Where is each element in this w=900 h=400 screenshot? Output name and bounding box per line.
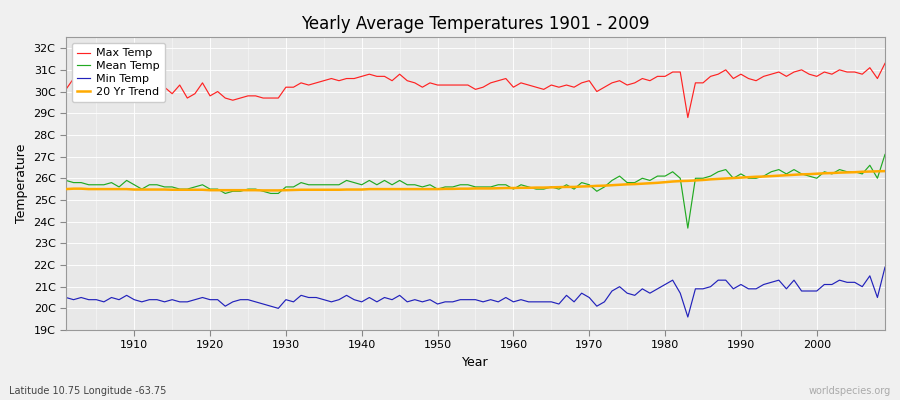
Mean Temp: [60, 178, 71, 183]
Mean Temp: [288, 184, 299, 189]
Text: worldspecies.org: worldspecies.org: [809, 386, 891, 396]
20 Yr Trend: [879, 169, 890, 174]
20 Yr Trend: [60, 187, 71, 192]
20 Yr Trend: [508, 186, 518, 190]
Max Temp: [508, 85, 518, 90]
Max Temp: [879, 61, 890, 66]
20 Yr Trend: [607, 183, 617, 188]
Mean Temp: [334, 182, 345, 187]
Mean Temp: [122, 178, 132, 183]
Min Temp: [334, 297, 345, 302]
Max Temp: [599, 85, 610, 90]
X-axis label: Year: Year: [463, 356, 489, 369]
Line: Max Temp: Max Temp: [66, 63, 885, 118]
Min Temp: [879, 265, 890, 270]
Mean Temp: [599, 184, 610, 189]
Mean Temp: [879, 152, 890, 157]
Min Temp: [288, 300, 299, 304]
Line: Min Temp: Min Temp: [66, 267, 885, 317]
Max Temp: [334, 78, 345, 83]
20 Yr Trend: [341, 187, 352, 192]
Max Temp: [60, 87, 71, 92]
20 Yr Trend: [257, 188, 268, 193]
Min Temp: [599, 300, 610, 304]
Mean Temp: [682, 226, 693, 230]
Text: Latitude 10.75 Longitude -63.75: Latitude 10.75 Longitude -63.75: [9, 386, 166, 396]
Max Temp: [500, 76, 511, 81]
Line: 20 Yr Trend: 20 Yr Trend: [66, 171, 885, 190]
Min Temp: [122, 293, 132, 298]
Title: Yearly Average Temperatures 1901 - 2009: Yearly Average Temperatures 1901 - 2009: [302, 15, 650, 33]
Max Temp: [288, 85, 299, 90]
Mean Temp: [500, 182, 511, 187]
Line: Mean Temp: Mean Temp: [66, 154, 885, 228]
Min Temp: [508, 300, 518, 304]
Min Temp: [682, 315, 693, 320]
Max Temp: [122, 78, 132, 83]
20 Yr Trend: [122, 187, 132, 192]
Y-axis label: Temperature: Temperature: [15, 144, 28, 223]
Min Temp: [60, 295, 71, 300]
Mean Temp: [508, 187, 518, 192]
20 Yr Trend: [516, 185, 526, 190]
Min Temp: [500, 295, 511, 300]
Legend: Max Temp, Mean Temp, Min Temp, 20 Yr Trend: Max Temp, Mean Temp, Min Temp, 20 Yr Tre…: [71, 43, 166, 102]
20 Yr Trend: [296, 187, 307, 192]
Max Temp: [682, 115, 693, 120]
